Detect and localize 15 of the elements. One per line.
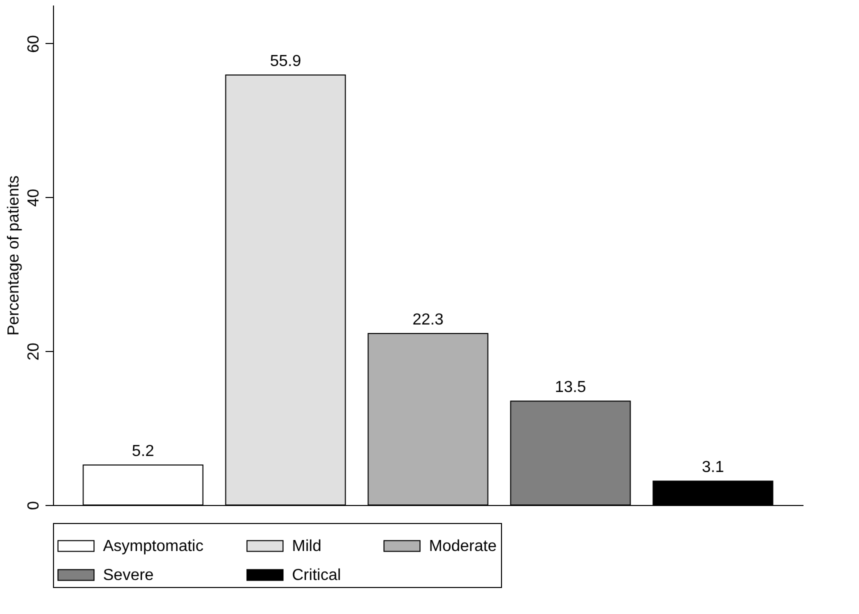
y-tick-label: 40 <box>26 188 42 207</box>
data-label: 22.3 <box>412 311 444 328</box>
y-tick-label: 60 <box>26 34 42 53</box>
data-label: 55.9 <box>270 53 302 70</box>
data-label: 5.2 <box>132 443 154 460</box>
legend-label: Moderate <box>429 538 497 555</box>
y-tick-label: 0 <box>26 500 42 510</box>
legend-label: Critical <box>292 567 341 584</box>
data-label: 13.5 <box>554 379 586 396</box>
y-axis-title: Percentage of patients <box>6 175 22 336</box>
y-tick-label: 20 <box>26 342 42 361</box>
legend-label: Mild <box>292 538 322 555</box>
legend-label: Severe <box>103 567 154 584</box>
data-label: 3.1 <box>702 459 724 476</box>
legend-label: Asymptomatic <box>103 538 204 555</box>
